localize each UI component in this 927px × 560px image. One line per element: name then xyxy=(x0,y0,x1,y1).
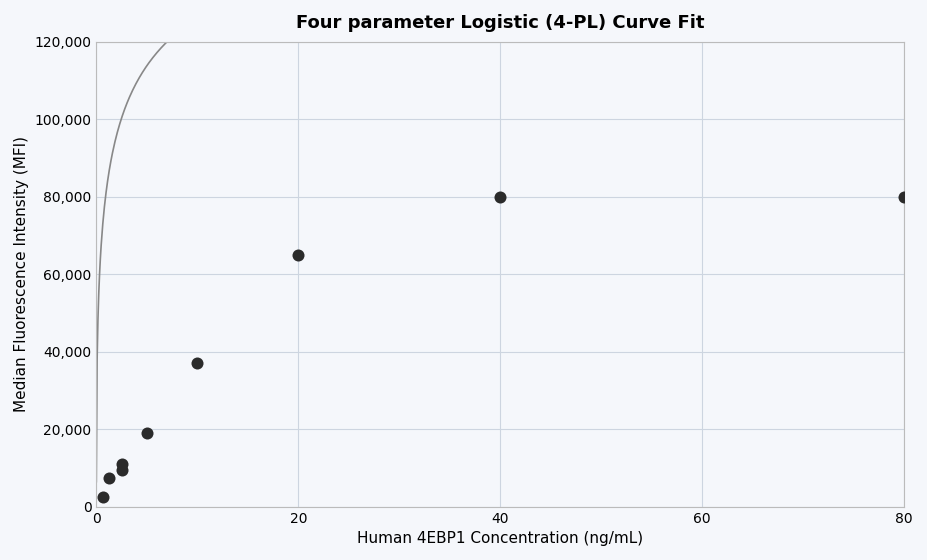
Point xyxy=(114,465,129,474)
Point xyxy=(190,359,205,368)
Point xyxy=(95,493,110,502)
Point xyxy=(139,428,154,437)
Point xyxy=(102,473,117,482)
Text: R^2=0.9917: R^2=0.9917 xyxy=(0,559,1,560)
Point xyxy=(114,460,129,469)
Point xyxy=(291,250,306,259)
Point xyxy=(897,192,912,201)
Y-axis label: Median Fluorescence Intensity (MFI): Median Fluorescence Intensity (MFI) xyxy=(14,136,29,412)
X-axis label: Human 4EBP1 Concentration (ng/mL): Human 4EBP1 Concentration (ng/mL) xyxy=(357,531,643,546)
Point xyxy=(493,192,508,201)
Title: Four parameter Logistic (4-PL) Curve Fit: Four parameter Logistic (4-PL) Curve Fit xyxy=(296,14,705,32)
